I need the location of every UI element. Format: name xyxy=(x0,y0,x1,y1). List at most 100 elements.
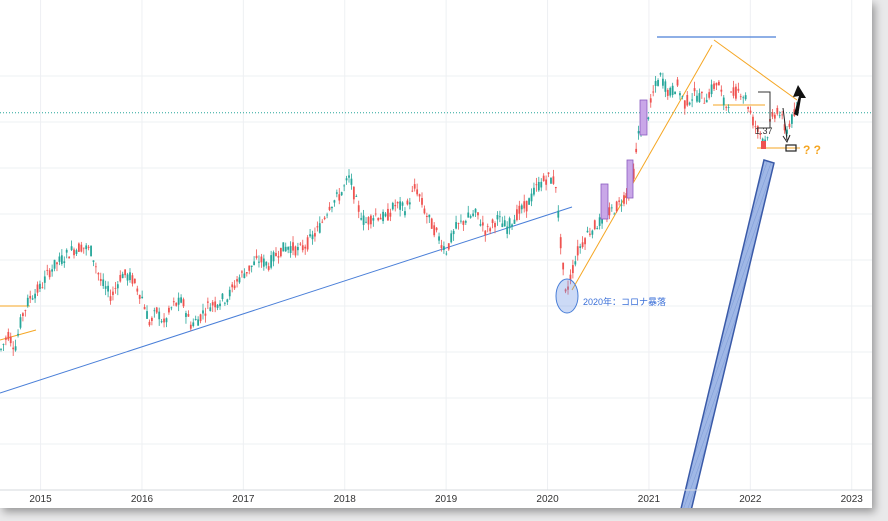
candle xyxy=(404,207,406,218)
candle xyxy=(296,242,299,256)
candle-body xyxy=(245,271,248,274)
candle-body xyxy=(759,133,762,136)
candle xyxy=(727,104,730,113)
low-marker xyxy=(761,141,766,149)
candle-body xyxy=(428,214,431,218)
candle xyxy=(771,109,774,120)
candle-body xyxy=(340,192,343,196)
candle xyxy=(107,281,109,298)
candle-body xyxy=(540,181,543,188)
candle-body xyxy=(70,246,73,251)
candle-body xyxy=(462,221,465,225)
candle xyxy=(241,270,243,278)
candle-body xyxy=(197,319,200,326)
candle xyxy=(136,285,139,296)
candle-body xyxy=(275,252,277,256)
candle xyxy=(85,243,88,256)
candle-body xyxy=(206,301,209,303)
candle xyxy=(63,256,66,268)
candle-body xyxy=(464,221,467,223)
candle xyxy=(362,209,365,231)
candle xyxy=(618,197,621,206)
candle xyxy=(430,217,433,229)
candle xyxy=(202,303,204,320)
candle-body xyxy=(143,306,146,310)
candle xyxy=(425,212,428,224)
candle xyxy=(776,105,779,116)
candle-body xyxy=(730,91,732,93)
candle-body xyxy=(357,205,360,212)
candle xyxy=(389,208,392,222)
candle-body xyxy=(277,256,280,258)
candle xyxy=(22,312,24,322)
candle-body xyxy=(571,265,574,274)
candle-body xyxy=(491,219,494,224)
candle xyxy=(243,268,246,279)
overlays: 2020年：コロナ暴落 1.37 ? ? xyxy=(555,85,821,508)
candle xyxy=(567,280,569,295)
candle-body xyxy=(48,270,51,278)
candle-body xyxy=(348,175,350,178)
candle xyxy=(58,252,61,266)
candle xyxy=(170,306,173,311)
candle-body xyxy=(416,189,419,195)
candle-body xyxy=(99,278,102,282)
candle xyxy=(593,219,596,231)
candle xyxy=(14,339,17,352)
candle xyxy=(221,293,224,302)
candle-body xyxy=(440,245,443,249)
candle xyxy=(589,227,591,237)
candle-body xyxy=(469,216,472,218)
candle xyxy=(676,77,679,87)
candle-body xyxy=(387,208,389,221)
candle-body xyxy=(146,311,148,319)
candle xyxy=(226,298,229,306)
candle-body xyxy=(788,123,791,128)
candle-body xyxy=(296,246,299,251)
candle xyxy=(574,255,577,267)
candle xyxy=(586,226,589,233)
candle xyxy=(258,255,260,268)
candle-body xyxy=(513,219,516,224)
candle xyxy=(547,172,550,178)
candle-body xyxy=(326,214,329,216)
candle xyxy=(236,275,238,288)
candle xyxy=(2,343,5,351)
candle xyxy=(391,201,394,211)
support-trendline xyxy=(0,206,573,394)
candle-body xyxy=(85,245,88,250)
candle-body xyxy=(53,259,56,269)
measure-value-label: 1.37 xyxy=(755,126,773,136)
candle xyxy=(90,245,92,257)
candle xyxy=(781,110,784,120)
candle xyxy=(411,185,414,193)
candle xyxy=(48,268,51,280)
candle xyxy=(737,82,740,93)
candle-body xyxy=(637,131,640,134)
candle xyxy=(165,317,168,328)
candle xyxy=(379,213,382,220)
candle-body xyxy=(148,321,151,326)
candle xyxy=(73,247,75,259)
candle-body xyxy=(430,218,433,229)
candle xyxy=(752,114,754,129)
candle-body xyxy=(248,265,251,271)
candle xyxy=(657,78,659,87)
candle xyxy=(540,178,543,192)
candle xyxy=(581,236,584,249)
candle xyxy=(564,288,567,294)
candle-body xyxy=(294,246,297,256)
grid xyxy=(0,0,872,490)
candle xyxy=(462,220,465,231)
candle xyxy=(43,270,46,290)
target-marker-box xyxy=(785,144,797,152)
candle-body xyxy=(65,249,68,253)
candle xyxy=(576,239,579,261)
candle-body xyxy=(12,347,15,350)
candle xyxy=(348,169,350,183)
candle xyxy=(36,281,39,297)
candle xyxy=(311,230,314,245)
candle xyxy=(194,315,197,321)
candle-body xyxy=(304,246,307,249)
question-marks-label: ? ? xyxy=(803,143,821,157)
